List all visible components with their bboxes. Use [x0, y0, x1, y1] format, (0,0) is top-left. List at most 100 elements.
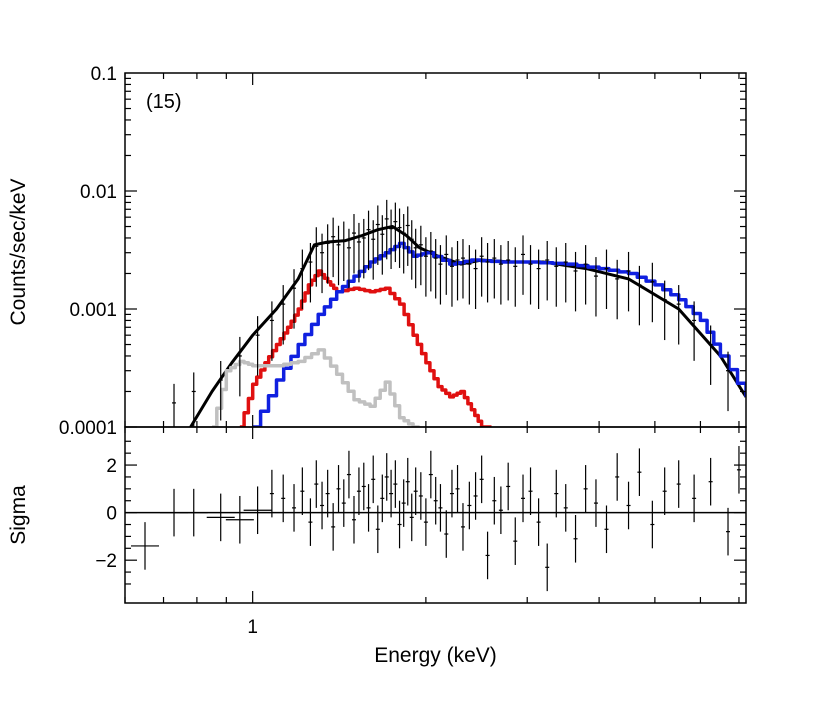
- residual-point: [325, 469, 330, 518]
- data-point: [498, 245, 503, 305]
- residual-point: [506, 462, 511, 511]
- data-point: [418, 225, 423, 286]
- residual-point: [409, 493, 414, 542]
- data-point: [375, 205, 380, 265]
- residual-point: [300, 467, 305, 515]
- residual-point: [351, 495, 356, 544]
- residual-point: [438, 484, 443, 532]
- data-point: [308, 243, 313, 303]
- y-tick-label-top: 0.01: [80, 182, 117, 203]
- data-point: [393, 202, 398, 263]
- residual-point: [473, 472, 478, 520]
- data-point: [361, 218, 366, 279]
- model-curves: [189, 225, 746, 427]
- data-point: [405, 206, 410, 266]
- data-point: [449, 247, 454, 307]
- residual-point: [726, 507, 731, 556]
- residual-point: [336, 465, 341, 513]
- data-point: [356, 222, 361, 283]
- bottom-panel-frame: [124, 426, 747, 604]
- model-curve-2: [252, 241, 746, 427]
- data-point: [397, 208, 402, 268]
- axis-labels: (15) Counts/sec/keV Sigma Energy (keV): [7, 91, 497, 667]
- residual-points: [125, 446, 746, 592]
- data-point: [521, 235, 526, 295]
- data-point: [401, 214, 406, 274]
- residual-point: [346, 450, 351, 499]
- residual-point: [206, 493, 235, 542]
- residual-point: [331, 503, 336, 551]
- residual-point: [615, 453, 620, 501]
- residual-point: [179, 488, 208, 537]
- data-point: [346, 228, 351, 289]
- data-point: [485, 243, 490, 303]
- data-point: [455, 240, 460, 301]
- data-point: [708, 325, 713, 385]
- residual-point: [320, 481, 325, 530]
- data-point: [428, 231, 433, 292]
- residual-point: [485, 531, 490, 580]
- residual-point: [269, 469, 274, 518]
- residual-point: [405, 457, 410, 506]
- residual-point: [626, 481, 631, 530]
- residual-point: [413, 467, 418, 515]
- y-tick-label-top: 0.1: [91, 64, 117, 85]
- residual-point: [650, 500, 655, 549]
- y-axis-title-bottom: Sigma: [7, 485, 30, 545]
- residual-point: [573, 515, 578, 563]
- residual-point: [736, 446, 741, 494]
- residual-point: [428, 450, 433, 499]
- residual-point: [389, 469, 394, 518]
- residual-point: [380, 474, 385, 523]
- data-point: [371, 220, 376, 280]
- data-point: [467, 245, 472, 305]
- residual-point: [479, 455, 484, 504]
- data-point: [351, 214, 356, 274]
- data-points: [172, 199, 731, 427]
- data-point: [545, 240, 550, 301]
- residual-point: [243, 486, 272, 535]
- residual-point: [341, 479, 346, 527]
- x-axis-title: Energy (keV): [374, 644, 497, 667]
- residual-point: [401, 479, 406, 527]
- data-point: [573, 251, 578, 312]
- y-tick-label-top: 0.001: [69, 300, 117, 321]
- data-point: [172, 383, 177, 427]
- data-point: [615, 259, 620, 320]
- data-point: [269, 301, 274, 361]
- residual-point: [449, 469, 454, 518]
- residual-point: [281, 474, 286, 523]
- residual-point: [604, 505, 609, 554]
- data-point: [366, 210, 371, 271]
- data-point: [384, 199, 389, 260]
- y-tick-label-bottom: 2: [106, 456, 117, 477]
- data-point: [626, 251, 631, 312]
- data-point: [438, 245, 443, 305]
- residual-point: [397, 500, 402, 549]
- residual-point: [708, 457, 713, 506]
- residual-point: [393, 460, 398, 508]
- data-point: [460, 239, 465, 299]
- data-point: [409, 220, 414, 280]
- residual-point: [583, 465, 588, 513]
- data-point: [583, 245, 588, 305]
- residual-point: [292, 484, 297, 532]
- data-point: [433, 239, 438, 299]
- residual-point: [366, 484, 371, 532]
- data-point: [380, 215, 385, 275]
- residual-point: [593, 479, 598, 527]
- data-point: [444, 235, 449, 295]
- data-point: [314, 227, 319, 287]
- residual-point: [460, 503, 465, 551]
- residual-point: [662, 467, 667, 515]
- data-point: [423, 237, 428, 297]
- residual-point: [676, 460, 681, 508]
- data-point: [389, 209, 394, 270]
- residual-point: [361, 462, 366, 511]
- residual-point: [423, 498, 428, 546]
- residual-point: [225, 495, 254, 544]
- data-point: [336, 225, 341, 286]
- data-point: [637, 265, 642, 326]
- residual-point: [384, 453, 389, 501]
- panel-annotation: (15): [146, 91, 182, 113]
